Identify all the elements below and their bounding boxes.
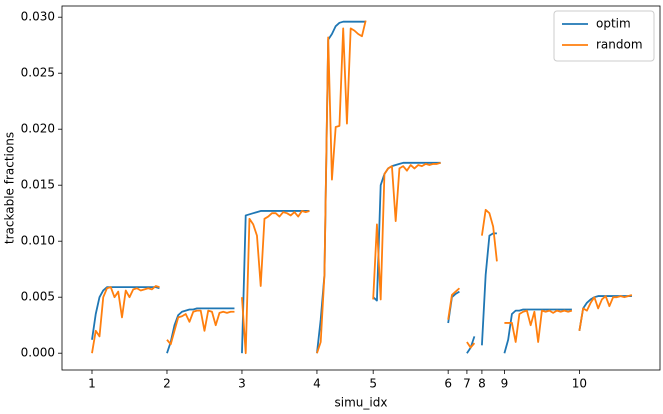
- y-tick-label: 0.025: [21, 66, 55, 80]
- series-line: [91, 20, 632, 354]
- legend-label: random: [596, 38, 643, 52]
- y-tick-label: 0.030: [21, 10, 55, 24]
- series-line: [91, 20, 633, 355]
- x-tick-label: 2: [163, 377, 171, 391]
- x-tick-label: 3: [238, 377, 246, 391]
- x-tick-label: 7: [463, 377, 471, 391]
- y-tick-label: 0.020: [21, 122, 55, 136]
- y-tick-label: 0.015: [21, 178, 55, 192]
- x-axis-label: simu_idx: [335, 396, 388, 410]
- x-tick-label: 8: [478, 377, 486, 391]
- y-tick-label: 0.010: [21, 234, 55, 248]
- x-tick-label: 4: [313, 377, 321, 391]
- legend-label: optim: [596, 17, 631, 31]
- x-tick-label: 9: [501, 377, 509, 391]
- x-tick-label: 6: [444, 377, 452, 391]
- x-tick-label: 10: [572, 377, 587, 391]
- x-tick-label: 5: [369, 377, 377, 391]
- y-tick-label: 0.000: [21, 346, 55, 360]
- x-tick-label: 1: [88, 377, 96, 391]
- y-axis-label: trackable fractions: [3, 132, 17, 244]
- y-tick-label: 0.005: [21, 290, 55, 304]
- plot-frame: [61, 5, 661, 371]
